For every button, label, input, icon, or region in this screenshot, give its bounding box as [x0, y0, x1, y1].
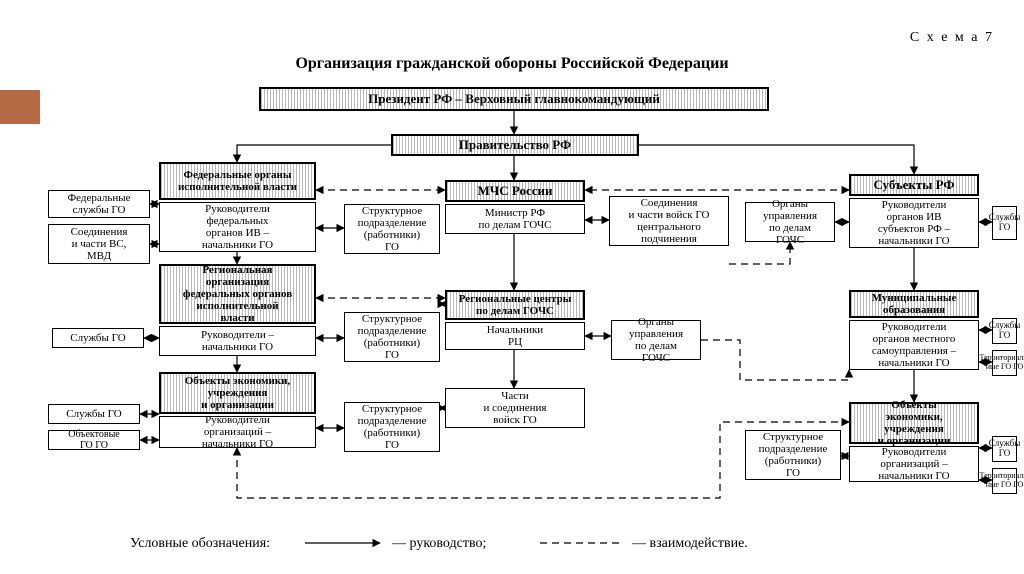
page-title: Организация гражданской обороны Российск…	[0, 55, 1024, 73]
node-strukt2: Структурное подразделение (работники) ГО	[344, 312, 440, 362]
node-reg_ruk: Руководители – начальники ГО	[159, 326, 316, 356]
node-sluzhby_go_r: Службы ГО	[992, 206, 1017, 240]
node-soed_vs: Соединения и части ВС, МВД	[48, 224, 150, 264]
node-sluzhby_go_b: Службы ГО	[48, 404, 140, 424]
node-mchs_min: Министр РФ по делам ГОЧС	[445, 204, 585, 234]
node-govt: Правительство РФ	[391, 134, 639, 156]
node-terr_go1: Территориаль- ные ГО ГО	[992, 350, 1017, 376]
node-obj_h: Объекты экономики, учреждения и организа…	[159, 372, 316, 414]
node-rc_h: Региональные центры по делам ГОЧС	[445, 290, 585, 320]
node-fed_sluzhby: Федеральные службы ГО	[48, 190, 150, 218]
node-sluzhby_go_b2: Службы ГО	[992, 436, 1017, 462]
legend-label: Условные обозначения:	[130, 536, 270, 552]
node-mun_ruk: Руководители органов местного самоуправл…	[849, 320, 979, 370]
node-subj_h: Субъекты РФ	[849, 174, 979, 196]
node-strukt1: Структурное подразделение (работники) ГО	[344, 204, 440, 254]
node-strukt4: Структурное подразделение (работники) ГО	[745, 430, 841, 480]
node-org_upr1: Органы управления по делам ГОЧС	[745, 202, 835, 242]
node-obj2_ruk: Руководители организаций – начальники ГО	[849, 446, 979, 482]
scheme-number: С х е м а 7	[910, 30, 994, 46]
legend-solid-text: — руководство;	[392, 536, 486, 552]
node-mchs_h: МЧС России	[445, 180, 585, 202]
node-rc_n: Начальники РЦ	[445, 322, 585, 350]
node-sluzhby_go_m: Службы ГО	[992, 318, 1017, 344]
node-org_upr2: Органы управления по делам ГОЧС	[611, 320, 701, 360]
legend-dashed-text: — взаимодействие.	[632, 536, 748, 552]
node-obj_gogo: Объектовые ГО ГО	[48, 430, 140, 450]
node-subj_ruk: Руководители органов ИВ субъектов РФ – н…	[849, 198, 979, 248]
node-president: Президент РФ – Верховный главнокомандующ…	[259, 87, 769, 111]
node-obj2_h: Объекты экономики, учреждения и организа…	[849, 402, 979, 444]
node-sluzhby_go_l: Службы ГО	[52, 328, 144, 348]
node-soed_centr: Соединения и части войск ГО центрального…	[609, 196, 729, 246]
node-fed_header: Федеральные органы исполнительной власти	[159, 162, 316, 200]
node-mun_h: Муниципальные образования	[849, 290, 979, 318]
node-chasti: Части и соединения войск ГО	[445, 388, 585, 428]
node-strukt3: Структурное подразделение (работники) ГО	[344, 402, 440, 452]
node-reg_h: Региональная организация федеральных орг…	[159, 264, 316, 324]
node-fed_rukov: Руководители федеральных органов ИВ – на…	[159, 202, 316, 252]
node-terr_go2: Территориаль- ные ГО ГО	[992, 468, 1017, 494]
slide-thumb	[0, 90, 40, 124]
node-obj_ruk: Руководители организаций – начальники ГО	[159, 416, 316, 448]
